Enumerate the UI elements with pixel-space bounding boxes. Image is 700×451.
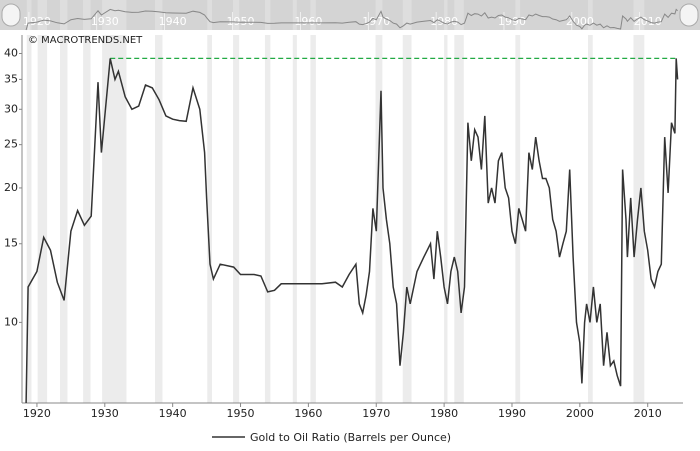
navigator-tick-label: 1950 (227, 15, 255, 28)
x-tick-label: 1930 (91, 407, 119, 420)
navigator-shade (310, 0, 316, 30)
shaded-period (310, 35, 316, 403)
shaded-period (375, 35, 383, 403)
navigator-shade (633, 0, 645, 30)
navigator-tick-label: 1980 (430, 15, 458, 28)
x-tick-label: 1990 (498, 407, 526, 420)
shaded-period (37, 35, 48, 403)
navigator-shade (587, 0, 593, 30)
x-tick-label: 2010 (634, 407, 662, 420)
x-tick-label: 1940 (159, 407, 187, 420)
y-tick-label: 30 (4, 102, 18, 115)
navigator-tick-label: 1990 (498, 15, 526, 28)
x-tick-label: 1920 (23, 407, 51, 420)
navigator-shade (102, 0, 127, 30)
navigator-shade (444, 0, 448, 30)
navigator-shade (402, 0, 412, 30)
shaded-period (155, 35, 163, 403)
shaded-period (292, 35, 297, 403)
legend-label: Gold to Oil Ratio (Barrels per Ounce) (250, 431, 451, 444)
shaded-period (207, 35, 213, 403)
x-tick-label: 1950 (227, 407, 255, 420)
y-tick-label: 25 (4, 138, 18, 151)
shaded-period (587, 35, 593, 403)
navigator-handle[interactable] (1, 3, 21, 27)
navigator-shade (515, 0, 521, 30)
series-line (25, 58, 679, 404)
shaded-period (454, 35, 464, 403)
y-tick-label: 40 (4, 46, 18, 59)
shaded-period (633, 35, 645, 403)
navigator-tick-label: 1920 (23, 15, 51, 28)
y-tick-label: 15 (4, 237, 18, 250)
y-tick-label: 35 (4, 72, 18, 85)
shaded-period (83, 35, 91, 403)
navigator-layer: 1920 1930 1940 1950 1960 1970 1980 1990 2000 2010 (23, 0, 678, 31)
watermark: © MACROTRENDS.NET (28, 35, 143, 46)
shaded-period (233, 35, 240, 403)
navigator-tick-label: 1940 (159, 15, 187, 28)
navigator-tick-label: 2010 (634, 15, 662, 28)
navigator-shade (233, 0, 240, 30)
y-tick-label: 20 (4, 181, 18, 194)
navigator-shade (155, 0, 163, 30)
shaded-period (26, 35, 32, 403)
navigator-shade (454, 0, 464, 30)
navigator-line (25, 8, 678, 31)
x-tick-label: 1970 (362, 407, 390, 420)
x-tick-label: 1980 (430, 407, 458, 420)
x-tick-label: 2000 (566, 407, 594, 420)
shaded-period (402, 35, 412, 403)
navigator-shade (37, 0, 48, 30)
navigator-handle[interactable] (679, 3, 699, 27)
plot: 10 15 20 25 30 35 40 1920 1930 1940 1950 1960 1970 19… (4, 35, 683, 420)
navigator-shade (60, 0, 68, 30)
navigator-tick-label: 1960 (294, 15, 322, 28)
navigator-shade (292, 0, 297, 30)
navigator-tick-label: 1970 (362, 15, 390, 28)
navigator-tick-label: 2000 (566, 15, 594, 28)
shaded-period (444, 35, 448, 403)
navigator-shade (83, 0, 91, 30)
shaded-period (60, 35, 68, 403)
x-tick-label: 1960 (294, 407, 322, 420)
navigator-shade (264, 0, 271, 30)
navigator-tick-label: 1930 (91, 15, 119, 28)
navigator-shade (207, 0, 213, 30)
y-tick-label: 10 (4, 315, 18, 328)
shaded-period (264, 35, 271, 403)
